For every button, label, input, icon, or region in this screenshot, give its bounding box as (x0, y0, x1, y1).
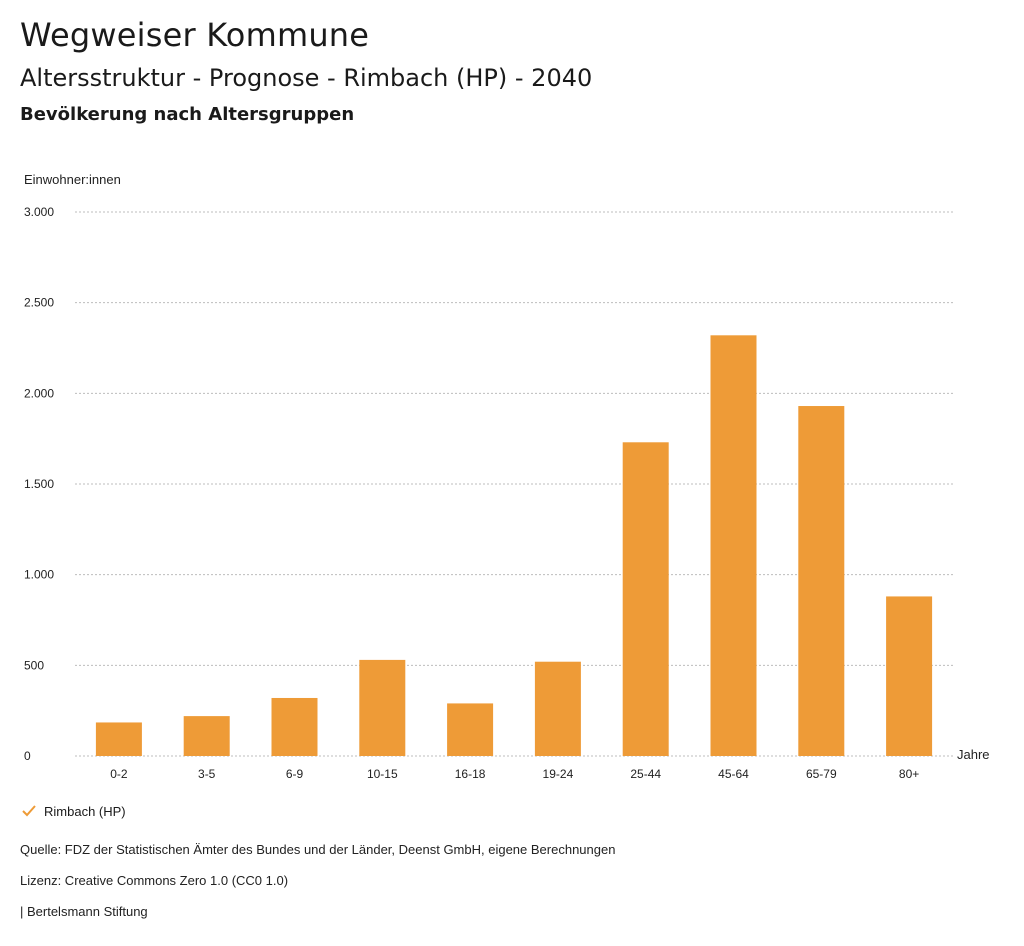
y-tick-label: 0 (24, 749, 31, 763)
bar-10-15[interactable] (359, 659, 406, 756)
x-tick-label: 3-5 (198, 767, 216, 781)
y-tick-label: 3.000 (24, 205, 54, 219)
x-axis-label: Jahre (957, 747, 990, 762)
bar-80+[interactable] (886, 596, 933, 756)
x-tick-label: 16-18 (455, 767, 486, 781)
publisher-note: | Bertelsmann Stiftung (20, 904, 148, 919)
y-tick-label: 1.000 (24, 568, 54, 582)
chart-section-heading: Bevölkerung nach Altersgruppen (20, 104, 355, 125)
bar-65-79[interactable] (798, 406, 845, 756)
license-note: Lizenz: Creative Commons Zero 1.0 (CC0 1… (20, 873, 289, 888)
x-tick-label: 65-79 (806, 767, 837, 781)
y-tick-label: 1.500 (24, 477, 54, 491)
y-tick-label: 2.000 (24, 386, 54, 400)
x-tick-label: 25-44 (630, 767, 661, 781)
x-tick-label: 6-9 (286, 767, 304, 781)
x-tick-label: 80+ (899, 767, 919, 781)
bar-chart: Einwohner:innen Jahre 0 500 1.000 1.500 2.00… (24, 172, 990, 781)
bar-16-18[interactable] (447, 703, 494, 756)
y-tick-label: 500 (24, 658, 44, 672)
bar-19-24[interactable] (534, 661, 581, 756)
chart-subtitle: Altersstruktur - Prognose - Rimbach (HP)… (20, 64, 593, 92)
x-tick-label: 0-2 (110, 767, 128, 781)
check-icon (22, 805, 36, 817)
legend[interactable]: Rimbach (HP) (20, 802, 126, 820)
y-axis-label: Einwohner:innen (24, 172, 121, 187)
page-title: Wegweiser Kommune (20, 16, 370, 54)
legend-item-label: Rimbach (HP) (44, 803, 126, 819)
bar-45-64[interactable] (710, 335, 757, 756)
bar-0-2[interactable] (95, 722, 142, 756)
bar-25-44[interactable] (622, 442, 669, 756)
y-tick-label: 2.500 (24, 296, 54, 310)
x-tick-label: 10-15 (367, 767, 398, 781)
source-note: Quelle: FDZ der Statistischen Ämter des … (20, 842, 616, 857)
x-tick-label: 19-24 (543, 767, 574, 781)
bar-3-5[interactable] (183, 716, 230, 756)
x-tick-label: 45-64 (718, 767, 749, 781)
bar-6-9[interactable] (271, 697, 318, 756)
